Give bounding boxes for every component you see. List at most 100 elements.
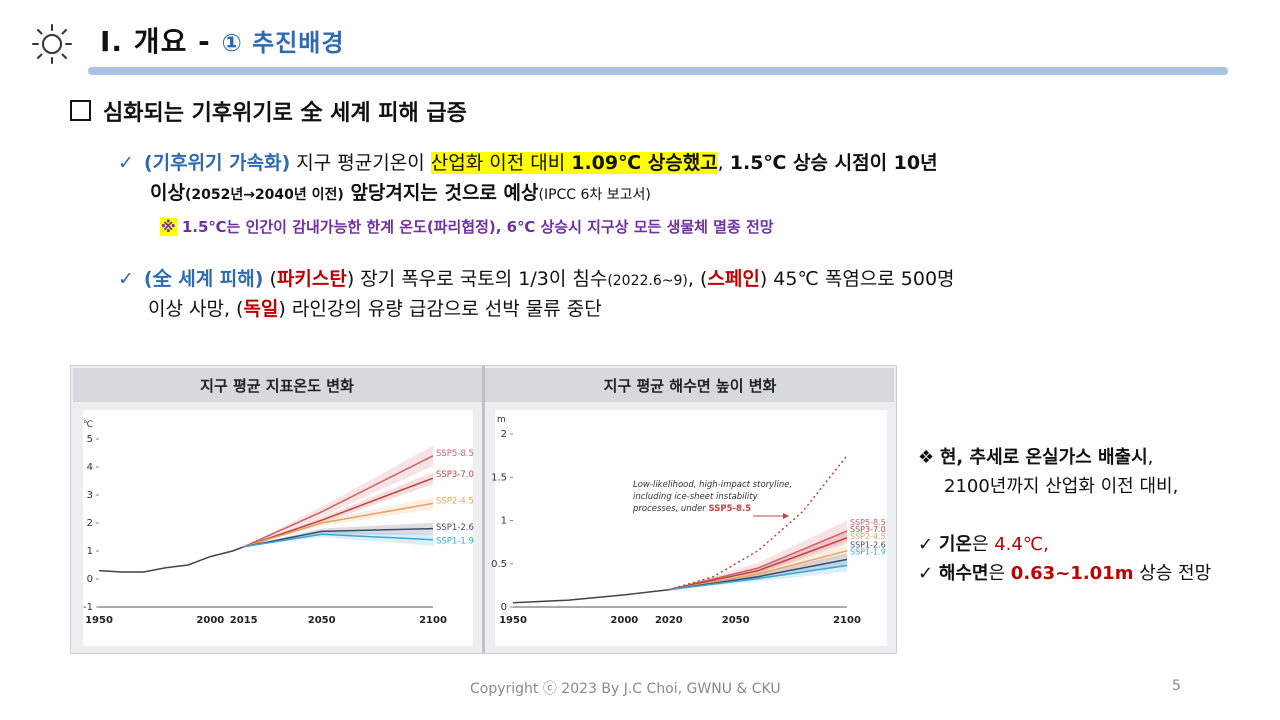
series-line-SSP5-8.5 bbox=[668, 530, 848, 591]
annotation-arrow-head bbox=[783, 513, 789, 519]
y-tick-label: 5 bbox=[87, 434, 93, 445]
series-line-SSP1-1.9 bbox=[668, 564, 848, 591]
legend-label-SSP3-7.0: SSP3-7.0 bbox=[436, 470, 474, 480]
bullet2-text1: ( bbox=[263, 268, 277, 290]
check-icon: ✓ bbox=[918, 563, 939, 584]
y-axis-unit: m bbox=[497, 415, 506, 425]
summary-line2: 2100년까지 산업화 이전 대비, bbox=[944, 476, 1179, 497]
title-sub: ① 추진배경 bbox=[221, 29, 345, 57]
bullet1-highlight1: 산업화 이전 대비 bbox=[430, 152, 572, 174]
summary-sea: ✓ 해수면은 0.63~1.01m 상승 전망 bbox=[918, 559, 1211, 588]
bullet1-l2-bold3: 앞당겨지는 것으로 예상 bbox=[343, 182, 539, 204]
bullet1-line1: ✓ (기후위기 가속화) 지구 평균기온이 산업화 이전 대비 1.09℃ 상승했… bbox=[118, 148, 938, 178]
bullet1-text1: 지구 평균기온이 bbox=[290, 152, 431, 174]
bullet2-line1: ✓ (全 세계 피해) (파키스탄) 장기 폭우로 국토의 1/3이 침수(202… bbox=[118, 264, 955, 296]
sun-icon bbox=[32, 24, 72, 64]
chart1-title-bar bbox=[73, 368, 482, 402]
y-tick-label: 1 bbox=[501, 516, 507, 527]
x-tick-label: 2000 bbox=[196, 615, 224, 626]
bullet1-l2-bold1: 이상 bbox=[150, 182, 185, 204]
temp-label: 기온 bbox=[938, 534, 972, 555]
bullet2-date: (2022.6~9) bbox=[607, 273, 688, 289]
annotation-tag: SSP5-8.5 bbox=[709, 504, 752, 514]
temp-value: 4.4℃, bbox=[994, 534, 1049, 555]
bullet1-l2-bold2: (2052년→2040년 이전) bbox=[184, 187, 344, 203]
bullet2-text2: ) 장기 폭우로 국토의 1/3이 침수 bbox=[346, 268, 608, 290]
page-number: 5 bbox=[1172, 678, 1181, 694]
series-line-SSP5-8.5 bbox=[243, 455, 434, 548]
y-tick-label: 0 bbox=[87, 574, 93, 585]
y-tick-label: -1 bbox=[83, 602, 93, 613]
check-icon: ✓ bbox=[118, 152, 134, 174]
bullet2-line2: 이상 사망, (독일) 라인강의 유량 급감으로 선박 물류 중단 bbox=[148, 294, 602, 324]
legend-label-SSP1-2.6: SSP1-2.6 bbox=[436, 523, 474, 533]
country-spain: 스페인 bbox=[707, 268, 760, 290]
x-tick-label: 2100 bbox=[833, 615, 861, 626]
y-tick-label: 1 bbox=[87, 546, 93, 557]
x-tick-label: 2100 bbox=[419, 615, 447, 626]
legend-label-SSP5-8.5: SSP5-8.5 bbox=[850, 518, 886, 527]
sea-label: 해수면 bbox=[938, 563, 989, 584]
x-tick-label: 2050 bbox=[722, 615, 750, 626]
y-axis-unit: ℃ bbox=[83, 420, 93, 430]
x-tick-label: 1950 bbox=[499, 615, 527, 626]
bullet2-tag: (全 세계 피해) bbox=[143, 268, 264, 290]
y-tick-label: 2 bbox=[501, 429, 507, 440]
country-pakistan: 파키스탄 bbox=[276, 268, 347, 290]
summary-bold: 현, 추세로 온실가스 배출시 bbox=[939, 447, 1148, 468]
bullet1-tag: (기후위기 가속화) bbox=[143, 152, 291, 174]
historical-line bbox=[512, 588, 669, 604]
y-tick-label: 0.5 bbox=[491, 559, 507, 570]
note-line: ※ 1.5℃는 인간이 감내가능한 한계 온도(파리협정), 6℃ 상승시 지구… bbox=[160, 216, 774, 237]
spacer bbox=[918, 501, 1211, 530]
historical-line bbox=[98, 546, 244, 573]
chart2-plot-bg bbox=[495, 410, 887, 646]
title-underline bbox=[88, 67, 1228, 75]
sea-particle: 은 bbox=[988, 563, 1011, 584]
bullet1-text2: , bbox=[717, 152, 730, 174]
country-germany: 독일 bbox=[243, 298, 279, 320]
chart2-title-bar bbox=[485, 368, 894, 402]
x-tick-label: 2000 bbox=[610, 615, 638, 626]
x-tick-label: 2020 bbox=[655, 615, 683, 626]
series-band-SSP1-1.9 bbox=[243, 531, 433, 547]
series-line-SSP2-4.5 bbox=[243, 502, 434, 548]
bullet1-source: (IPCC 6차 보고서) bbox=[538, 187, 651, 203]
section-heading: 심화되는 기후위기로 全 세계 피해 급증 bbox=[70, 95, 467, 127]
series-line-SSP3-7.0 bbox=[243, 477, 434, 548]
x-tick-label: 2015 bbox=[230, 615, 258, 626]
projection-summary: ❖ 현, 추세로 온실가스 배출시, 2100년까지 산업화 이전 대비, ✓ … bbox=[918, 443, 1211, 588]
check-icon: ✓ bbox=[918, 534, 939, 555]
slide-title: Ⅰ. 개요 - ① 추진배경 bbox=[100, 20, 344, 60]
summary-temp: ✓ 기온은 4.4℃, bbox=[918, 530, 1211, 559]
chart1-title: 지구 평균 지표온도 변화 bbox=[200, 377, 354, 395]
annotation-line: Low-likelihood, high-impact storyline, bbox=[633, 480, 792, 490]
temp-particle: 은 bbox=[971, 534, 995, 555]
legend-label-SSP2-4.5: SSP2-4.5 bbox=[850, 532, 886, 541]
y-tick-label: 0 bbox=[501, 602, 507, 613]
series-band-SSP1-2.6 bbox=[243, 522, 433, 547]
sea-value: 0.63~1.01m bbox=[1010, 563, 1134, 584]
sea-tail: 상승 전망 bbox=[1133, 563, 1212, 584]
legend-label-SSP3-7.0: SSP3-7.0 bbox=[850, 525, 886, 534]
y-tick-label: 2 bbox=[87, 518, 93, 529]
bullet2-text3: , ( bbox=[687, 268, 708, 290]
series-line-SSP3-7.0 bbox=[668, 537, 848, 591]
title-main: Ⅰ. 개요 - bbox=[100, 25, 222, 58]
chart1-marks: ℃ 5 4 3 2 1 0 -1 1950 2000 2015 2050 2100 SSP5-8.5 SSP… bbox=[83, 420, 474, 626]
y-tick-label: 3 bbox=[87, 490, 93, 501]
annotation-line: processes, under SSP5-8.5 bbox=[632, 504, 751, 514]
summary-comma: , bbox=[1147, 447, 1154, 468]
bullet2-text4: ) 45℃ 폭염으로 500명 bbox=[759, 268, 955, 290]
series-band-SSP2-4.5 bbox=[243, 497, 433, 547]
x-tick-label: 2050 bbox=[308, 615, 336, 626]
series-line-SSP1-2.6 bbox=[243, 527, 434, 548]
bullet2-l2a: 이상 사망, ( bbox=[148, 298, 244, 320]
heading-text: 심화되는 기후위기로 全 세계 피해 급증 bbox=[103, 101, 467, 126]
copyright-footer: Copyright ⓒ 2023 By J.C Choi, GWNU & CKU bbox=[470, 681, 781, 697]
series-line-SSP2-4.5 bbox=[668, 550, 848, 591]
legend-label-SSP1-2.6: SSP1-2.6 bbox=[850, 541, 886, 550]
bullet2-l2b: ) 라인강의 유량 급감으로 선박 물류 중단 bbox=[278, 298, 602, 320]
climate-charts: 지구 평균 지표온도 변화 지구 평균 해수면 높이 변화 ℃ 5 4 3 2 1 0 -1 1… bbox=[70, 365, 897, 654]
